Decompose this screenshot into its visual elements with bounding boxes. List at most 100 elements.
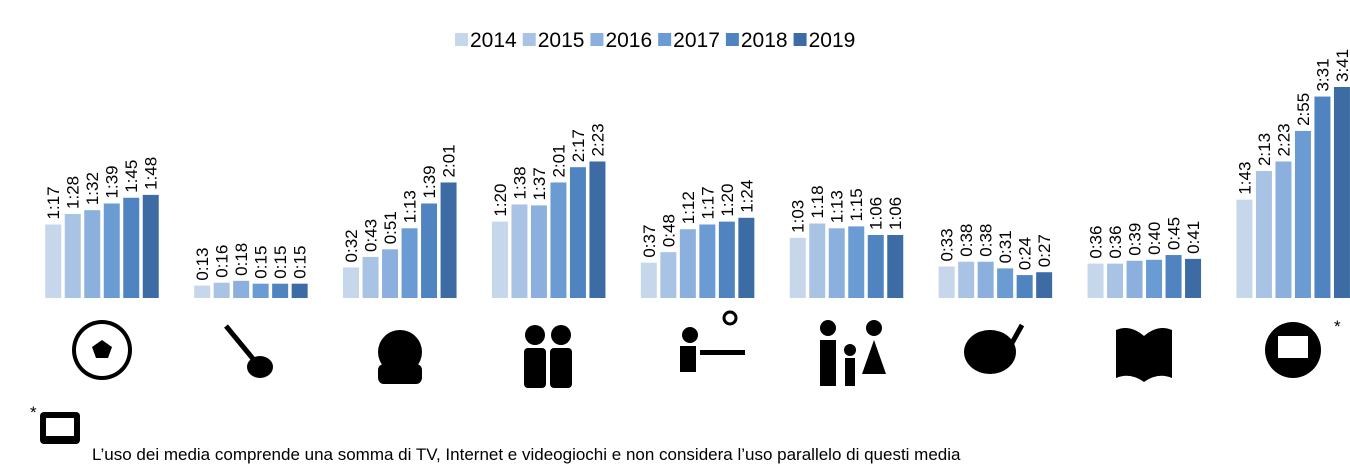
value-label: 1:06 <box>867 197 886 230</box>
bar <box>1087 263 1104 298</box>
icon-family-head <box>844 344 856 356</box>
icon-study-body <box>680 346 696 372</box>
value-label: 0:38 <box>977 224 996 257</box>
legend-swatch <box>725 33 739 46</box>
bar <box>491 221 508 298</box>
value-label: 0:15 <box>271 246 290 279</box>
value-label: 1:06 <box>886 197 905 230</box>
legend-swatch <box>522 33 536 46</box>
legend-label: 2019 <box>809 29 856 52</box>
bar <box>1107 263 1124 298</box>
bar <box>1126 260 1143 298</box>
value-label: 0:38 <box>957 224 976 257</box>
legend-label: 2016 <box>605 29 652 52</box>
value-label: 1:39 <box>103 165 122 198</box>
legend-label: 2017 <box>673 29 720 52</box>
bar <box>194 285 211 298</box>
bar <box>45 224 62 298</box>
value-label: 0:39 <box>1126 223 1145 256</box>
bar <box>550 182 567 298</box>
value-label: 1:20 <box>718 184 737 217</box>
icon-family-body <box>845 358 855 386</box>
value-label: 0:32 <box>342 229 361 262</box>
value-label: 2:23 <box>588 123 607 156</box>
value-label: 0:37 <box>640 225 659 258</box>
bar <box>382 249 399 298</box>
bar <box>789 237 806 298</box>
value-label: 0:48 <box>659 214 678 247</box>
bar <box>401 228 418 298</box>
value-label: 3:31 <box>1313 58 1332 91</box>
bar <box>589 161 606 298</box>
value-label: 0:36 <box>1087 226 1106 259</box>
value-label: 3:41 <box>1333 49 1350 82</box>
icon-friends-body <box>550 348 572 388</box>
value-label: 1:17 <box>44 186 63 219</box>
icon-study-clock <box>722 310 738 326</box>
bar <box>1275 161 1292 298</box>
bar <box>738 217 755 298</box>
value-label: 0:24 <box>1016 237 1035 270</box>
value-label: 1:45 <box>122 160 141 193</box>
bar <box>1236 199 1253 298</box>
bar <box>1036 272 1053 298</box>
bar <box>1146 259 1163 298</box>
value-label: 1:13 <box>401 190 420 223</box>
bar <box>142 194 159 298</box>
bar <box>530 205 547 298</box>
bar <box>1016 275 1033 298</box>
bar <box>887 234 904 298</box>
value-label: 1:37 <box>530 167 549 200</box>
bar <box>362 256 379 298</box>
legend-swatch <box>793 33 807 46</box>
icon-friends-body <box>524 348 546 388</box>
icon-brush <box>995 323 1025 370</box>
bar <box>103 203 120 298</box>
value-label: 0:51 <box>381 211 400 244</box>
bar <box>848 226 865 298</box>
icon-guitar-neck <box>224 324 256 362</box>
value-label: 1:43 <box>1235 162 1254 195</box>
icon-family-head <box>820 320 836 336</box>
value-label: 1:39 <box>420 165 439 198</box>
icons <box>40 310 1321 444</box>
bar <box>233 280 250 298</box>
icon-family-body <box>820 340 836 386</box>
bar <box>213 282 230 298</box>
bar <box>123 197 140 298</box>
legend-swatch <box>455 33 468 46</box>
bar <box>421 203 438 298</box>
legend-label: 2014 <box>470 29 517 52</box>
footnote: L’uso dei media comprende una somma di T… <box>92 445 961 464</box>
value-label: 0:43 <box>362 219 381 252</box>
value-label: 0:27 <box>1035 234 1054 267</box>
value-label: 0:16 <box>213 245 232 278</box>
value-label: 0:31 <box>996 230 1015 263</box>
icon-study-head <box>682 327 698 343</box>
bar <box>84 210 101 298</box>
legend-label: 2018 <box>741 29 788 52</box>
value-label: 1:17 <box>698 186 717 219</box>
bar <box>660 252 677 298</box>
bar <box>291 283 308 298</box>
value-label: 1:12 <box>679 191 698 224</box>
bar <box>718 221 735 298</box>
bar <box>997 268 1014 298</box>
bar <box>977 261 994 298</box>
bar <box>343 267 360 298</box>
legend-swatch <box>590 33 604 46</box>
value-label: 2:23 <box>1274 123 1293 156</box>
icon-book <box>1116 328 1172 382</box>
bar <box>938 266 955 298</box>
value-label: 2:01 <box>549 144 568 177</box>
value-label: 1:20 <box>491 184 510 217</box>
icon-friends-head <box>525 325 545 345</box>
value-label: 1:38 <box>510 166 529 199</box>
icon-guitar-body <box>247 356 273 378</box>
bar <box>679 229 696 298</box>
value-label: 2:13 <box>1255 133 1274 166</box>
value-label: 0:13 <box>193 247 212 280</box>
value-label: 1:18 <box>808 185 827 218</box>
bar <box>569 167 586 298</box>
